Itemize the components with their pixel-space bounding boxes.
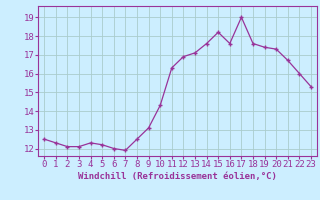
X-axis label: Windchill (Refroidissement éolien,°C): Windchill (Refroidissement éolien,°C) xyxy=(78,172,277,181)
